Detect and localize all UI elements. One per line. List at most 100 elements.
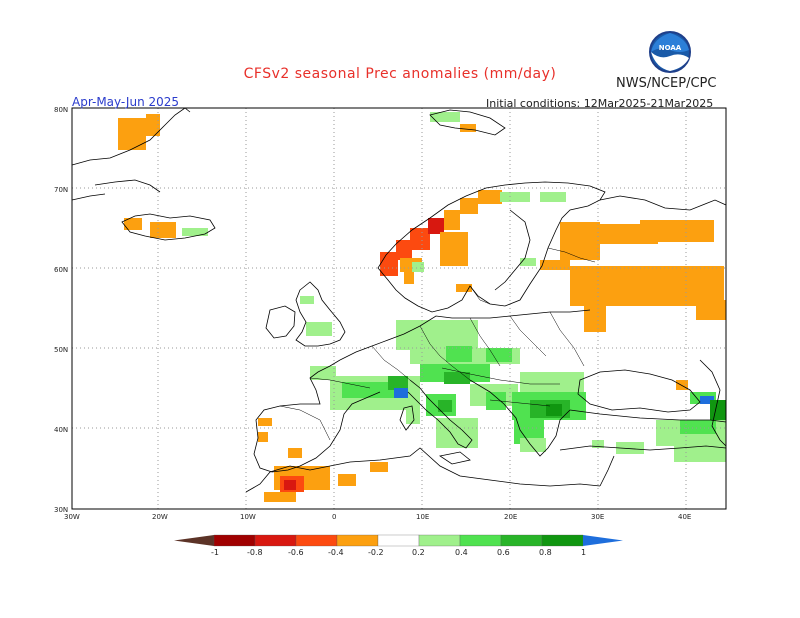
anomaly-cell (674, 444, 726, 462)
anomaly-cell (584, 300, 606, 332)
colorbar-label: -0.4 (328, 548, 344, 557)
lat-label: 60N (54, 266, 69, 274)
anomaly-cell (394, 388, 408, 398)
anomaly-cell (264, 492, 296, 502)
lon-label: 30W (64, 513, 80, 521)
colorbar-segment (459, 534, 502, 547)
anomaly-cell (546, 404, 562, 416)
colorbar-label: 0.8 (539, 548, 552, 557)
org-label: NWS/NCEP/CPC (616, 76, 717, 91)
anomaly-cell (486, 392, 506, 410)
anomaly-cell (124, 218, 142, 230)
anomaly-cell (676, 380, 688, 390)
lat-label: 80N (54, 106, 69, 114)
anomaly-cell (640, 220, 714, 242)
colorbar-label: 0.2 (412, 548, 425, 557)
map-grid (72, 108, 726, 509)
lon-label: 0 (332, 513, 337, 521)
anomaly-cell (444, 210, 460, 230)
anomaly-cell (486, 348, 512, 362)
anomaly-cell (444, 372, 470, 384)
colorbar-segment (541, 534, 584, 547)
anomaly-cell (150, 222, 176, 238)
anomaly-cell (520, 438, 546, 452)
anomaly-cell (118, 118, 146, 150)
colorbar-segment (377, 534, 420, 547)
anomaly-cell (478, 190, 502, 204)
lon-label: 20E (504, 513, 518, 521)
lat-label: 40N (54, 426, 69, 434)
initial-conditions: Initial conditions: 12Mar2025-21Mar2025 (486, 97, 714, 110)
noaa-logo-icon: NOAA (649, 31, 691, 73)
colorbar-segment (254, 534, 297, 547)
anomaly-cell (284, 480, 296, 490)
anomaly-cell (520, 258, 536, 266)
anomaly-cell (406, 410, 420, 424)
anomaly-cell (146, 114, 160, 136)
colorbar-segment (418, 534, 461, 547)
colorbar-label: -0.2 (368, 548, 384, 557)
colorbar-label: -1 (211, 548, 219, 557)
forecast-period: Apr-May-Jun 2025 (72, 95, 180, 109)
colorbar-label: 0.4 (455, 548, 468, 557)
lon-label: 10W (240, 513, 256, 521)
logo-text: NOAA (659, 44, 682, 52)
anomaly-cell (700, 396, 714, 404)
anomaly-cell (440, 232, 468, 266)
anomaly-cell (412, 262, 424, 272)
anomaly-cell (456, 284, 472, 292)
anomaly-cell (258, 418, 272, 426)
anomaly-cell (540, 192, 566, 202)
borders (279, 247, 596, 441)
anomaly-cell (300, 296, 314, 304)
anomaly-cell (680, 420, 716, 434)
lat-label: 70N (54, 186, 69, 194)
anomaly-cell (310, 366, 336, 380)
anomaly-cell (388, 376, 408, 390)
anomaly-cell (460, 124, 476, 132)
chart-title: CFSv2 seasonal Prec anomalies (mm/day) (243, 66, 557, 82)
colorbar-segment (500, 534, 543, 547)
anomaly-cell (428, 218, 444, 234)
anomaly-cell (306, 322, 332, 336)
anomaly-cell (446, 346, 472, 362)
anomaly-cell (430, 112, 460, 122)
colorbar-segment (336, 534, 379, 547)
anomaly-cell (540, 260, 570, 270)
colorbar-segment (295, 534, 338, 547)
anomaly-cell (410, 228, 430, 250)
anomaly-cell (560, 222, 600, 260)
anomaly-cell (342, 382, 402, 398)
colorbar-arrow-left (174, 535, 214, 546)
colorbar-label: -0.6 (288, 548, 304, 557)
anomaly-cell (404, 272, 414, 284)
lon-label: 10E (416, 513, 430, 521)
lat-label: 30N (54, 506, 69, 514)
map-frame (71, 107, 727, 510)
anomaly-cell (258, 432, 268, 442)
anomaly-cell (182, 228, 208, 236)
anomaly-cell (396, 240, 412, 260)
lon-label: 40E (678, 513, 692, 521)
colorbar (174, 534, 623, 547)
colorbar-arrow-right (583, 535, 623, 546)
anomaly-cell (436, 418, 478, 448)
anomaly-cell (616, 442, 644, 454)
coastlines (71, 107, 727, 493)
lat-label: 50N (54, 346, 69, 354)
anomaly-cell (288, 448, 302, 458)
anomaly-cell (438, 400, 452, 412)
anomaly-cell (338, 474, 356, 486)
anomaly-cell (396, 320, 478, 350)
anomaly-cell (570, 266, 724, 306)
anomaly-cell (380, 252, 398, 276)
lon-label: 30E (591, 513, 605, 521)
anomaly-cell (370, 462, 388, 472)
colorbar-label: 0.6 (497, 548, 510, 557)
anomaly-cell (520, 372, 584, 392)
anomaly-cell (696, 300, 726, 320)
anomaly-cell (500, 192, 530, 202)
colorbar-segment (213, 534, 256, 547)
colorbar-label: 1 (581, 548, 587, 557)
